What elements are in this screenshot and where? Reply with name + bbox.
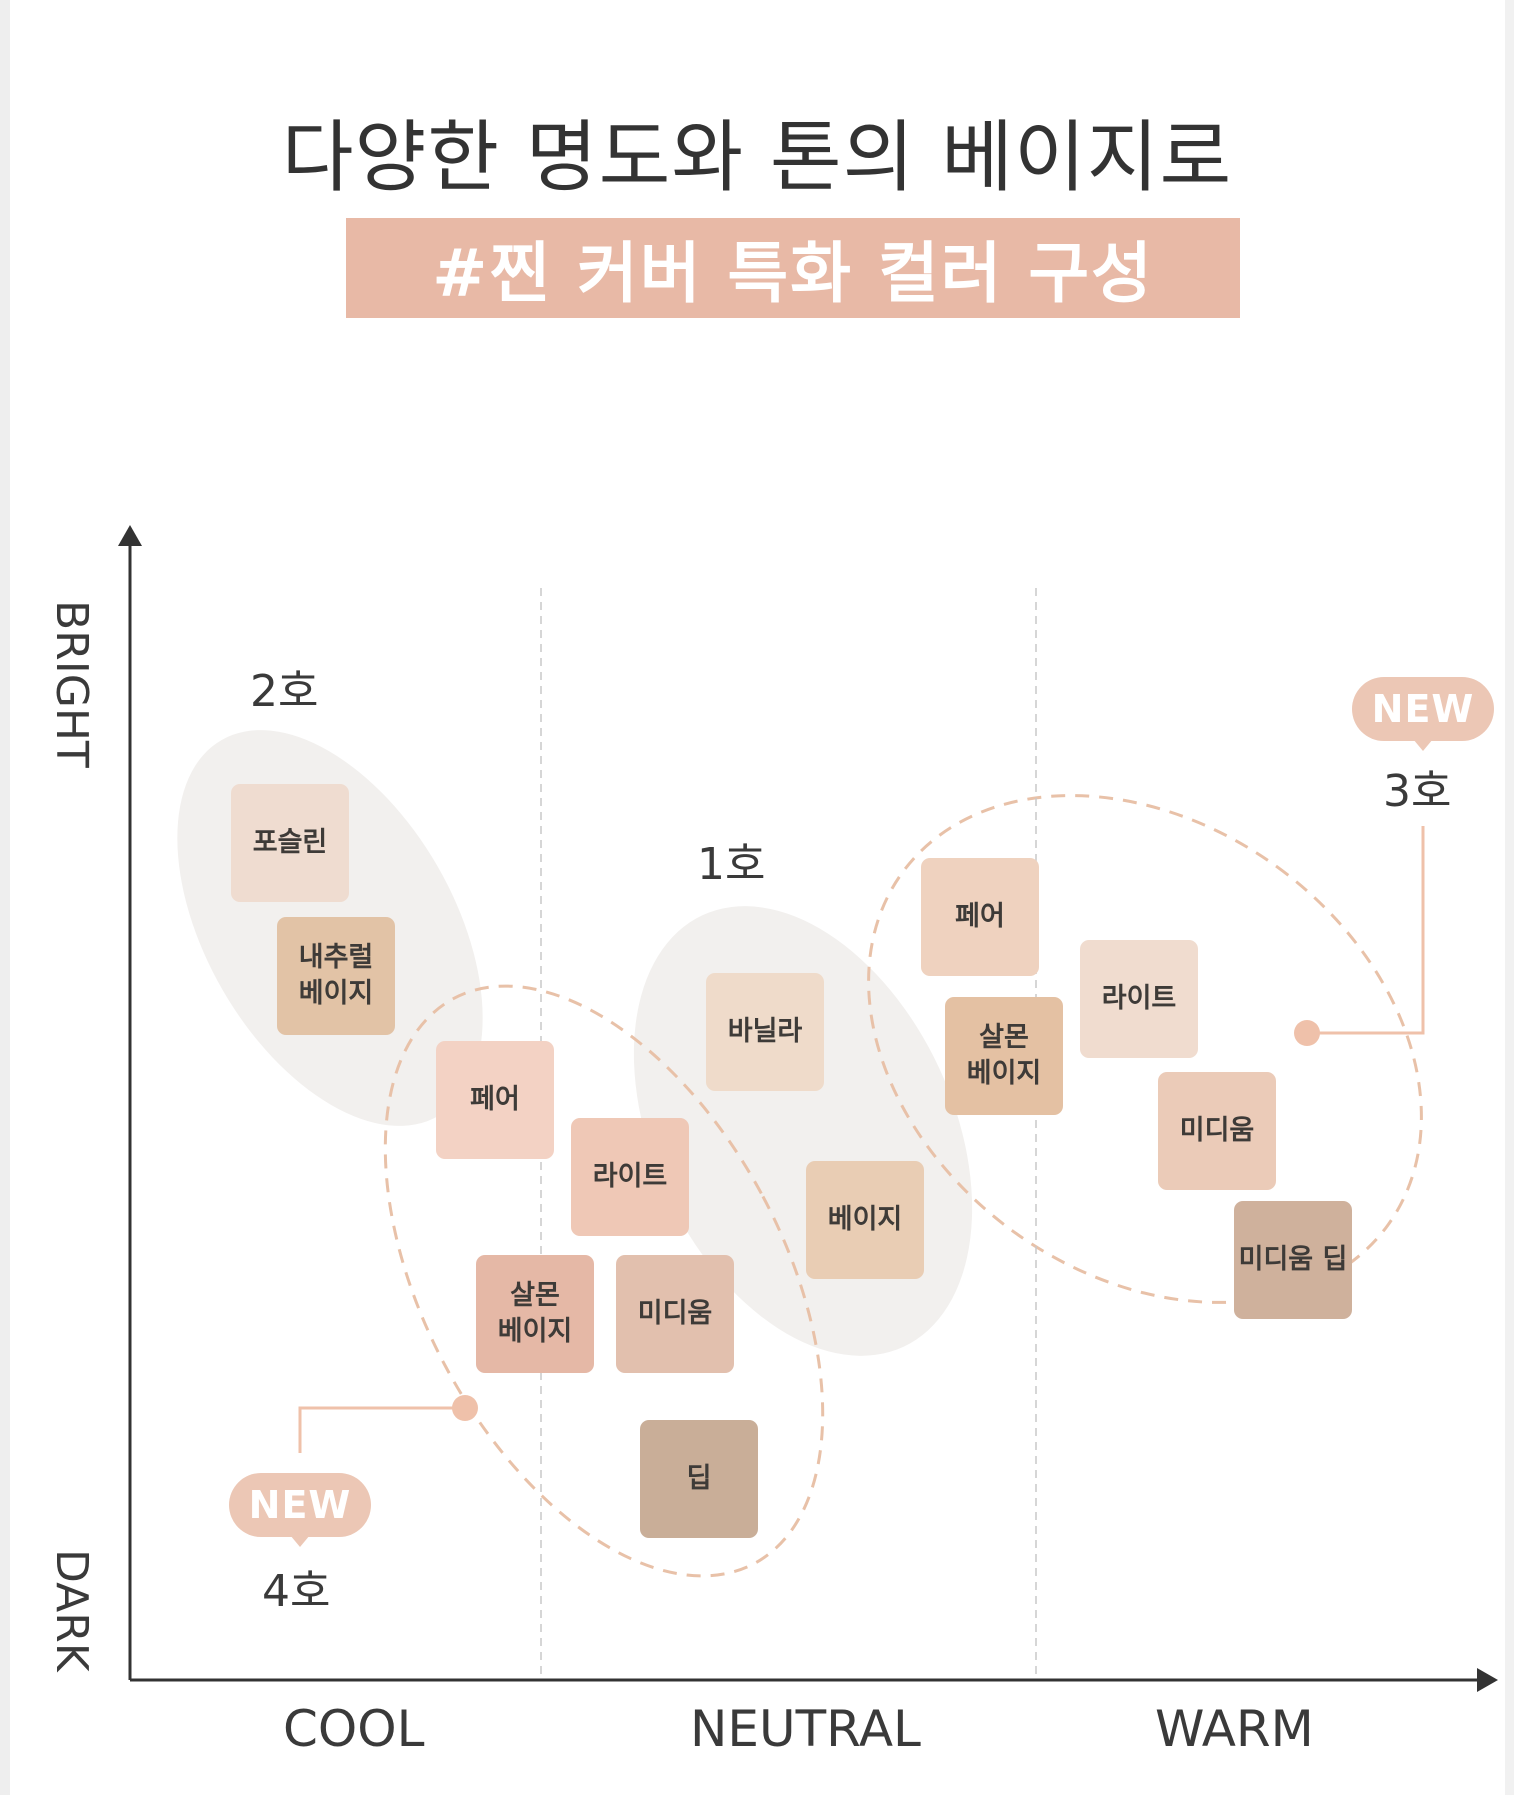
swatch-4-salmon-line1: 살몬: [510, 1279, 560, 1311]
group-3-marker: [1294, 1020, 1320, 1046]
group-4-outline: [383, 984, 825, 1578]
group-3-label: 3호: [1383, 766, 1452, 817]
y-axis-arrow: [118, 525, 142, 546]
group-4-new-badge: NEW: [229, 1473, 371, 1547]
subtitle-text: #찐 커버 특화 컬러 구성: [432, 235, 1154, 312]
swatch-4-medium: 미디움: [616, 1255, 734, 1373]
group-1-label: 1호: [697, 839, 766, 890]
x-axis-label-neutral: NEUTRAL: [690, 1700, 921, 1758]
swatch-1-beige-label: 베이지: [827, 1203, 903, 1235]
swatch-2-natural-line1: 내추럴: [298, 941, 374, 973]
group-2-label: 2호: [250, 666, 319, 717]
subtitle-banner: #찐 커버 특화 컬러 구성: [346, 218, 1240, 318]
group-3-badge-tail: [1413, 739, 1433, 751]
x-axis-arrow: [1477, 1668, 1498, 1692]
swatch-1-beige: 베이지: [806, 1161, 924, 1279]
swatch-3-salmon-line2: 베이지: [966, 1058, 1042, 1089]
y-axis-label-bright: BRIGHT: [46, 600, 97, 768]
swatch-4-fair-label: 페어: [470, 1083, 520, 1115]
swatch-3-medium-label: 미디움: [1179, 1114, 1255, 1146]
group-3-new-badge: NEW: [1352, 677, 1494, 751]
group-4-marker: [452, 1395, 478, 1421]
swatch-4-deep-label: 딥: [686, 1462, 712, 1494]
swatch-3-medium: 미디움: [1158, 1072, 1276, 1190]
swatch-4-salmon-line2: 베이지: [497, 1316, 573, 1347]
swatch-3-light: 라이트: [1080, 940, 1198, 1058]
swatch-4-light-label: 라이트: [592, 1160, 668, 1192]
page-title: 다양한 명도와 톤의 베이지로: [281, 113, 1233, 203]
swatch-3-light-label: 라이트: [1101, 982, 1177, 1014]
swatch-3-salmon-line1: 살몬: [979, 1021, 1029, 1053]
swatch-2-natural-line2: 베이지: [298, 978, 374, 1009]
swatch-1-vanilla: 바닐라: [706, 973, 824, 1091]
y-axis-label-dark: DARK: [46, 1549, 97, 1672]
group-4-badge-tail: [290, 1535, 310, 1547]
swatch-3-fair-label: 페어: [955, 900, 1005, 932]
swatch-3-fair: 페어: [921, 858, 1039, 976]
group-3-connector: [1307, 826, 1425, 1035]
group-3-new-text: NEW: [1371, 687, 1475, 731]
swatch-3-medium-deep: 미디움 딥: [1234, 1201, 1352, 1319]
right-edge-strip: [1505, 0, 1514, 1795]
swatch-4-light: 라이트: [571, 1118, 689, 1236]
swatch-2-porcelain: 포슬린: [231, 784, 349, 902]
swatch-2-porcelain-label: 포슬린: [252, 826, 328, 858]
left-edge-strip: [0, 0, 10, 1795]
group-4-connector: [298, 1406, 465, 1453]
swatch-4-deep: 딥: [640, 1420, 758, 1538]
swatch-1-vanilla-label: 바닐라: [727, 1015, 803, 1047]
group-3-outline: [867, 794, 1423, 1304]
swatch-4-medium-label: 미디움: [637, 1297, 713, 1329]
group-4-new-text: NEW: [248, 1483, 352, 1527]
swatch-3-medium-deep-label: 미디움 딥: [1238, 1243, 1348, 1275]
swatch-4-fair: 페어: [436, 1041, 554, 1159]
x-axis-label-warm: WARM: [1155, 1700, 1314, 1758]
group-4-label: 4호: [262, 1566, 331, 1617]
x-axis-label-cool: COOL: [283, 1700, 425, 1758]
